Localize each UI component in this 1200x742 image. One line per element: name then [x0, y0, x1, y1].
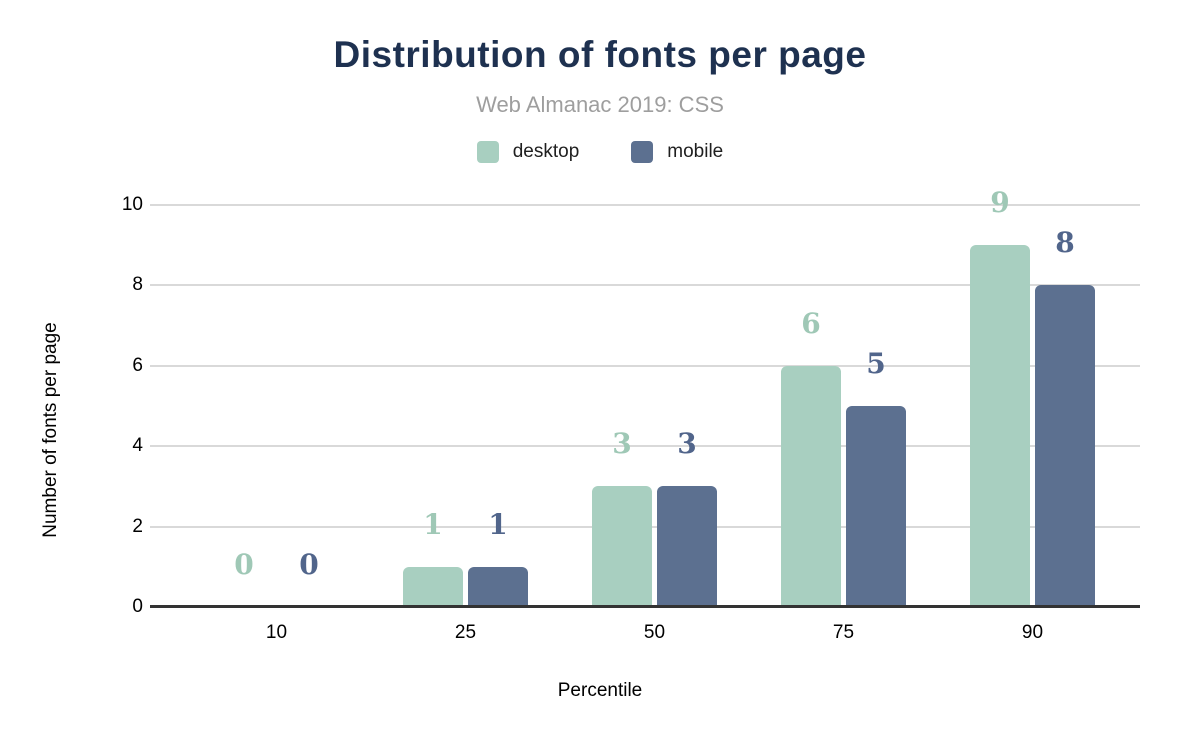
y-tick-label-8: 8	[132, 274, 143, 296]
value-label-desktop-75: 6	[801, 306, 821, 340]
value-label-desktop-50: 3	[612, 427, 632, 461]
bar-desktop-75[interactable]	[781, 365, 841, 607]
y-tick-label-6: 6	[132, 354, 143, 376]
y-tick-label-2: 2	[132, 515, 143, 537]
legend-item-desktop[interactable]: desktop	[476, 141, 580, 163]
bar-desktop-50[interactable]	[592, 486, 652, 607]
gridline-10	[150, 204, 1140, 206]
x-axis-line	[150, 605, 1140, 608]
legend-label-desktop: desktop	[512, 141, 580, 162]
x-tick-label-25: 25	[454, 622, 477, 643]
gridline-4	[150, 445, 1140, 448]
x-tick-label-90: 90	[1021, 622, 1044, 643]
y-tick-label-4: 4	[132, 435, 143, 457]
chart-title: Distribution of fonts per page	[333, 34, 867, 75]
x-tick-label-75: 75	[832, 622, 855, 643]
gridline-8	[150, 284, 1140, 287]
value-label-mobile-50: 3	[677, 427, 697, 461]
legend-swatch-mobile	[631, 141, 654, 163]
y-tick-label-10: 10	[121, 194, 143, 215]
value-label-mobile-90: 8	[1055, 226, 1075, 260]
gridline-6	[150, 364, 1140, 367]
legend-swatch-desktop	[476, 141, 499, 163]
bar-mobile-25[interactable]	[468, 566, 528, 607]
value-label-desktop-10: 0	[234, 547, 254, 581]
legend-item-mobile[interactable]: mobile	[631, 141, 723, 163]
legend: desktop mobile	[0, 141, 1200, 163]
bar-mobile-50[interactable]	[657, 486, 717, 607]
bar-mobile-90[interactable]	[1035, 285, 1095, 607]
bar-mobile-75[interactable]	[846, 406, 906, 607]
bar-desktop-25[interactable]	[403, 566, 463, 607]
value-label-desktop-90: 9	[990, 185, 1010, 219]
x-tick-label-10: 10	[265, 622, 288, 643]
legend-label-mobile: mobile	[667, 141, 724, 162]
value-label-mobile-25: 1	[488, 507, 508, 541]
x-tick-label-50: 50	[643, 622, 666, 643]
value-label-mobile-10: 0	[299, 547, 319, 581]
x-axis-title: Percentile	[557, 680, 643, 701]
chart-subtitle: Web Almanac 2019: CSS	[476, 92, 724, 117]
bar-desktop-90[interactable]	[970, 245, 1030, 607]
value-label-mobile-75: 5	[866, 346, 886, 380]
y-tick-label-0: 0	[132, 596, 143, 617]
value-label-desktop-25: 1	[423, 507, 443, 541]
